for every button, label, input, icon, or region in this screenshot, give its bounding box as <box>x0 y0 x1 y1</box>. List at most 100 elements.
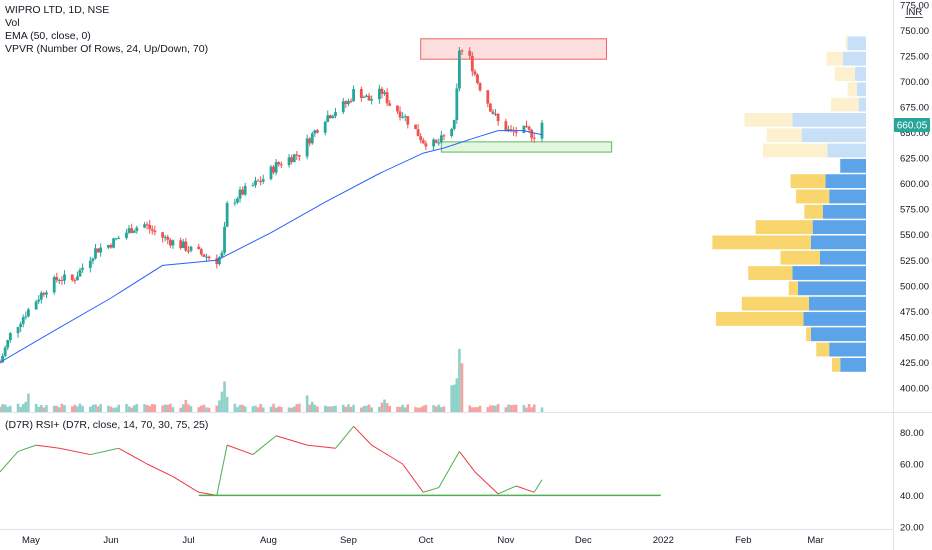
candle-body <box>254 180 257 186</box>
candle-body <box>287 157 291 166</box>
candle-body <box>347 100 350 105</box>
resistance-zone <box>420 38 608 60</box>
candle-body <box>114 238 118 240</box>
rsi-segment <box>307 444 336 449</box>
volume-bar <box>112 407 115 412</box>
candle-body <box>434 139 438 143</box>
candle-body <box>396 105 399 112</box>
volume-bar <box>261 407 265 412</box>
candle-body <box>52 277 56 293</box>
volume-bar <box>316 406 319 412</box>
time-tick-label: Mar <box>807 535 823 546</box>
candle-body <box>73 280 77 282</box>
candle-body <box>424 143 428 147</box>
candle-body <box>88 260 92 268</box>
volume-bar <box>89 406 92 412</box>
volume-bar <box>525 407 528 412</box>
vpvr-down-bar <box>806 327 811 342</box>
volume-bar <box>81 405 84 412</box>
volume-bar <box>383 399 386 412</box>
volume-bar <box>434 406 438 412</box>
symbol-title[interactable]: WIPRO LTD, 1D, NSE <box>5 4 110 16</box>
volume-bar <box>223 381 226 412</box>
vpvr-up-bar <box>829 342 866 357</box>
candle-body <box>76 276 79 281</box>
volume-bar <box>225 396 229 412</box>
candle-body <box>527 126 531 130</box>
price-tick-label: 700.00 <box>900 77 929 88</box>
volume-bar <box>241 404 244 412</box>
candle-body <box>261 179 265 182</box>
vpvr-down-bar <box>847 82 857 97</box>
volume-bar <box>331 406 335 412</box>
vpvr-up-bar <box>840 158 866 173</box>
candle-body <box>279 164 283 166</box>
volume-bar <box>295 404 299 412</box>
volume-bar <box>512 404 515 412</box>
vpvr-legend[interactable]: VPVR (Number Of Rows, 24, Up/Down, 70) <box>5 43 209 55</box>
candle-body <box>488 103 492 112</box>
candle-body <box>367 95 371 101</box>
candle-body <box>290 157 294 163</box>
volume-bar <box>496 404 500 412</box>
candle-body <box>99 247 103 253</box>
candle-body <box>468 50 472 56</box>
volume-bar <box>73 404 77 412</box>
candle-body <box>181 241 185 249</box>
candle-body <box>403 116 407 118</box>
vpvr-down-bar <box>831 97 859 112</box>
candle-body <box>127 228 131 233</box>
volume-bar <box>34 403 38 412</box>
volume-bar <box>107 405 110 412</box>
volume-bar <box>272 403 275 412</box>
candle-body <box>1 356 4 363</box>
candle-body <box>292 154 296 163</box>
rsi-legend[interactable]: (D7R) RSI+ (D7R, close, 14, 70, 30, 75, … <box>5 419 209 431</box>
volume-bar <box>99 404 102 412</box>
candle-body <box>530 129 534 138</box>
volume-bar <box>486 407 490 412</box>
ema-legend[interactable]: EMA (50, close, 0) <box>5 30 91 42</box>
volume-bar <box>310 401 314 412</box>
candle-body <box>220 252 224 258</box>
candle-body <box>349 100 353 102</box>
candle-body <box>316 130 319 133</box>
candle-body <box>365 95 368 97</box>
time-tick-label: Jul <box>182 535 194 546</box>
rsi-segment <box>335 425 354 449</box>
candle-body <box>496 113 500 122</box>
candle-body <box>452 119 456 129</box>
vpvr-up-bar <box>847 36 866 51</box>
time-tick-label: Aug <box>260 535 277 546</box>
time-tick-label: Sep <box>340 535 357 546</box>
currency-label[interactable]: INR <box>906 7 923 18</box>
candle-body <box>406 116 410 125</box>
vpvr-down-bar <box>716 312 804 326</box>
volume-bar <box>274 407 278 412</box>
volume-bar <box>181 404 185 412</box>
candle-body <box>55 277 59 281</box>
last-price-badge <box>894 118 930 132</box>
candle-body <box>421 140 425 144</box>
volume-bar <box>189 406 193 412</box>
price-tick-label: 400.00 <box>900 383 929 394</box>
candle-body <box>205 256 208 258</box>
candle-body <box>145 224 149 226</box>
candle-body <box>106 245 110 248</box>
volume-legend[interactable]: Vol <box>5 17 20 29</box>
candle-body <box>334 112 337 116</box>
candle-body <box>504 121 508 132</box>
volume-bar <box>130 407 133 412</box>
rsi-segment <box>0 451 19 473</box>
candle-body <box>215 258 219 265</box>
time-tick-label: 2022 <box>653 535 674 546</box>
candle-body <box>57 280 61 282</box>
candle-body <box>91 258 95 261</box>
volume-bar <box>403 407 407 412</box>
candle-body <box>259 181 263 183</box>
volume-bar <box>341 404 345 412</box>
volume-bar <box>70 406 74 412</box>
vpvr-down-bar <box>744 113 793 127</box>
candle-body <box>323 121 327 133</box>
